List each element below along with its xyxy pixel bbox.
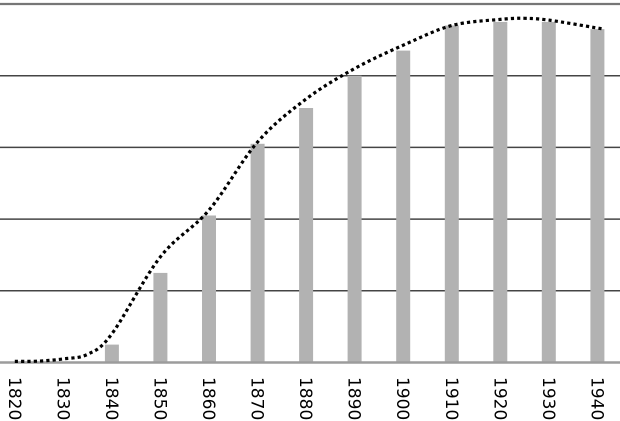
x-tick-label-1920: 1920 xyxy=(489,377,509,420)
x-tick-label-1870: 1870 xyxy=(247,377,267,420)
bar-1920 xyxy=(493,21,508,363)
x-tick-label-1940: 1940 xyxy=(586,377,606,420)
x-tick-label-1860: 1860 xyxy=(198,377,218,420)
bar-1910 xyxy=(444,25,459,363)
bar-1850 xyxy=(153,272,168,363)
bar-1900 xyxy=(396,50,411,363)
bar-1870 xyxy=(250,143,265,363)
x-tick-label-1880: 1880 xyxy=(295,377,315,420)
x-tick-label-1840: 1840 xyxy=(101,377,121,420)
bar-1940 xyxy=(590,29,605,363)
bar-1930 xyxy=(541,21,556,363)
x-tick-label-1910: 1910 xyxy=(441,377,461,420)
x-tick-label-1930: 1930 xyxy=(538,377,558,420)
fitted-s-curve xyxy=(14,16,605,364)
bar-1890 xyxy=(347,75,362,363)
x-tick-label-1900: 1900 xyxy=(392,377,412,420)
x-tick-label-1830: 1830 xyxy=(52,377,72,420)
x-tick-label-1850: 1850 xyxy=(149,377,169,420)
x-tick-label-1820: 1820 xyxy=(4,377,24,420)
x-tick-label-1890: 1890 xyxy=(344,377,364,420)
bar-1860 xyxy=(202,215,216,363)
bar-1840 xyxy=(104,344,119,363)
bar-1880 xyxy=(299,108,314,363)
